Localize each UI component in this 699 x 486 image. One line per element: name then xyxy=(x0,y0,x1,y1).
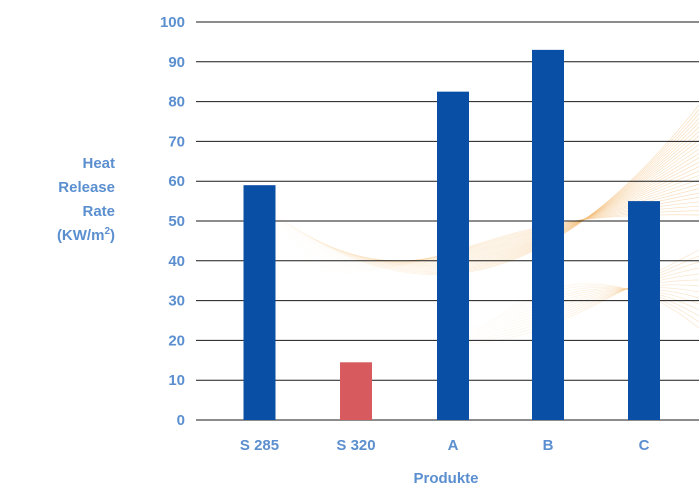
y-tick-label-20: 20 xyxy=(168,332,185,349)
y-axis-unit-superscript: 2 xyxy=(104,226,110,237)
wave-line xyxy=(479,285,699,329)
y-axis-title-line-2: Release xyxy=(58,179,115,196)
wave-line xyxy=(281,161,699,263)
bars xyxy=(243,49,660,421)
wave-line xyxy=(293,183,699,262)
y-axis-ticks: 0 10 20 30 40 50 60 70 80 90 100 xyxy=(160,14,185,429)
wave-line xyxy=(283,166,699,262)
y-tick-label-0: 0 xyxy=(177,412,185,429)
y-axis-title: Heat Release Rate (KW/m2) xyxy=(57,155,115,244)
y-axis-unit-close: ) xyxy=(110,227,115,244)
wave-line xyxy=(300,197,699,265)
wave-line xyxy=(307,210,699,273)
wave-line xyxy=(444,279,699,336)
x-tick-label-s-285: S 285 xyxy=(240,437,279,454)
y-axis-unit-text: (KW/m xyxy=(57,227,105,244)
y-axis-title-line-3: Rate xyxy=(82,203,115,220)
y-tick-label-80: 80 xyxy=(168,94,185,111)
wave-line xyxy=(454,287,699,334)
y-tick-label-60: 60 xyxy=(168,173,185,190)
y-axis-title-line-1: Heat xyxy=(82,155,115,172)
wave-line xyxy=(484,283,699,329)
wave-line xyxy=(276,153,699,264)
wave-line xyxy=(285,170,699,262)
x-tick-label-s-320: S 320 xyxy=(336,437,375,454)
y-tick-label-90: 90 xyxy=(168,54,185,71)
wave-line xyxy=(278,157,699,264)
y-tick-label-50: 50 xyxy=(168,213,185,230)
y-tick-label-70: 70 xyxy=(168,133,185,150)
x-tick-label-b: B xyxy=(543,437,554,454)
wave-line xyxy=(309,214,699,276)
y-tick-label-10: 10 xyxy=(168,372,185,389)
wave-line xyxy=(288,175,699,262)
bar-s-285 xyxy=(243,185,276,420)
bar-c xyxy=(628,201,660,420)
bar-b xyxy=(532,49,564,421)
x-tick-label-a: A xyxy=(448,437,459,454)
wave-line xyxy=(302,201,699,267)
x-axis-ticks: S 285 S 320 A B C xyxy=(240,437,650,454)
bar-a xyxy=(437,91,469,421)
x-axis-title: Produkte xyxy=(413,470,478,486)
x-tick-label-c: C xyxy=(639,437,650,454)
wave-line xyxy=(297,192,699,264)
y-axis-title-line-4: (KW/m2) xyxy=(57,226,115,244)
y-tick-label-40: 40 xyxy=(168,253,185,270)
y-tick-label-30: 30 xyxy=(168,293,185,310)
y-tick-label-100: 100 xyxy=(160,14,185,31)
wave-line xyxy=(290,179,699,262)
bar-s-320 xyxy=(340,362,372,420)
wave-line xyxy=(305,205,699,270)
